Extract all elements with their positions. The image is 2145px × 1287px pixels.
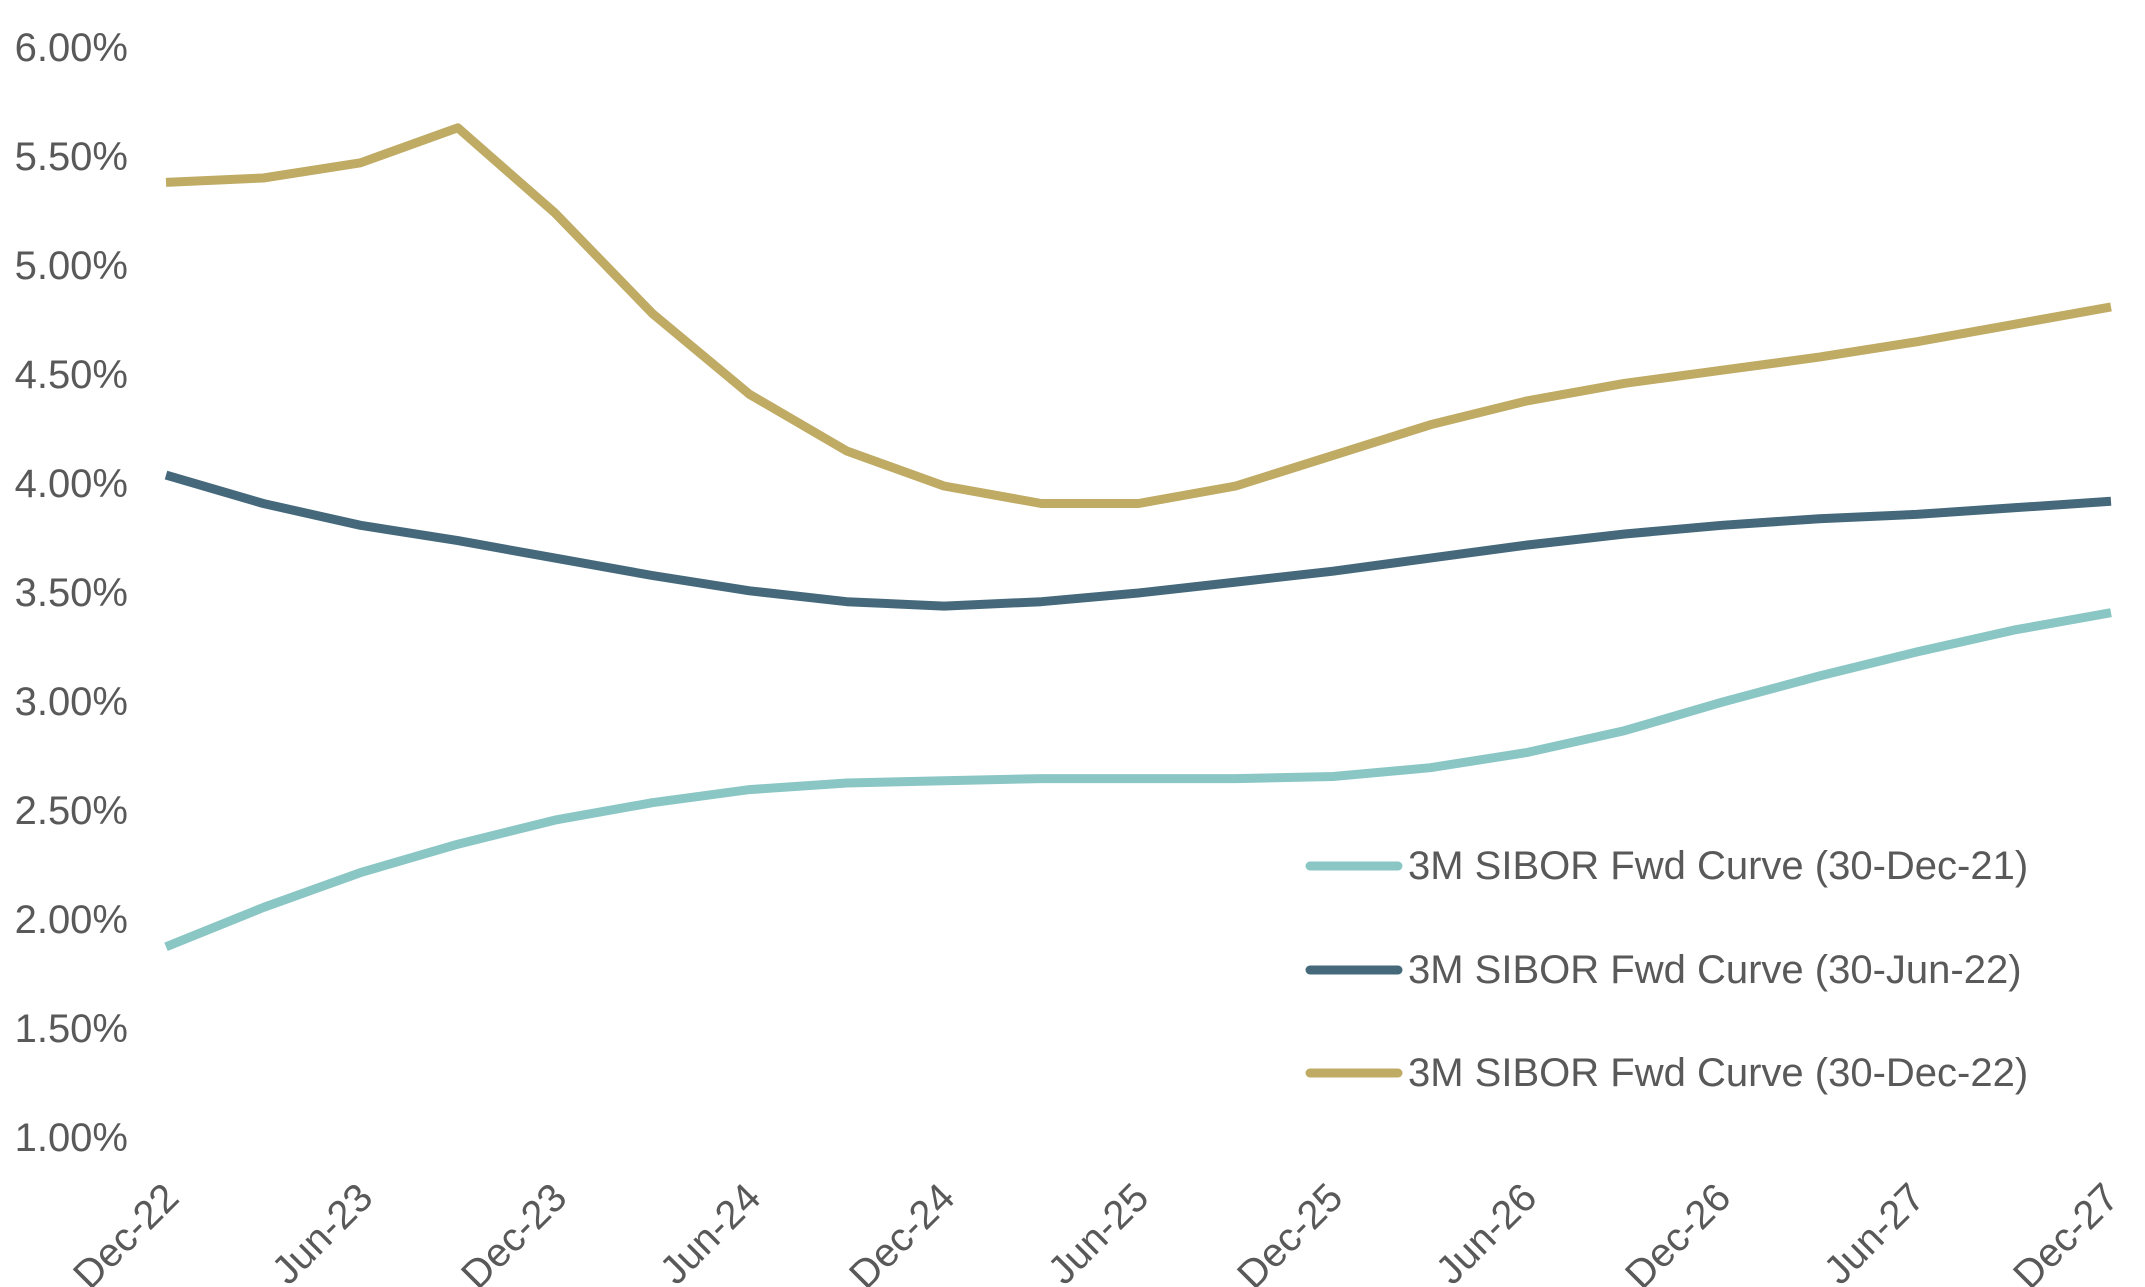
x-tick-label: Jun-23 [264, 1175, 382, 1287]
x-tick-label: Dec-22 [65, 1175, 187, 1287]
y-tick-label: 1.00% [15, 1116, 128, 1160]
y-tick-label: 5.50% [15, 135, 128, 179]
y-axis: 6.00% 5.50% 5.00% 4.50% 4.00% 3.50% 3.00… [15, 26, 128, 1160]
y-tick-label: 5.00% [15, 244, 128, 288]
y-tick-label: 4.00% [15, 462, 128, 506]
legend: 3M SIBOR Fwd Curve (30-Dec-21) 3M SIBOR … [1305, 844, 2028, 1095]
x-tick-label: Dec-26 [1617, 1175, 1739, 1287]
x-tick-label: Dec-25 [1229, 1175, 1351, 1287]
x-tick-label: Dec-23 [453, 1175, 575, 1287]
legend-label: 3M SIBOR Fwd Curve (30-Dec-22) [1408, 1051, 2028, 1095]
series-lines [164, 123, 2112, 951]
x-tick-label: Jun-27 [1816, 1175, 1934, 1287]
y-tick-label: 2.50% [15, 789, 128, 833]
y-tick-label: 3.50% [15, 571, 128, 615]
x-axis: Dec-22 Jun-23 Dec-23 Jun-24 Dec-24 Jun-2… [65, 1175, 2127, 1287]
y-tick-label: 3.00% [15, 680, 128, 724]
legend-label: 3M SIBOR Fwd Curve (30-Dec-21) [1408, 844, 2028, 888]
y-tick-label: 2.00% [15, 898, 128, 942]
y-tick-label: 6.00% [15, 26, 128, 70]
x-tick-label: Jun-25 [1040, 1175, 1158, 1287]
legend-label: 3M SIBOR Fwd Curve (30-Jun-22) [1408, 948, 2022, 992]
series-line-2 [165, 123, 2112, 508]
y-tick-label: 4.50% [15, 353, 128, 397]
x-tick-label: Dec-24 [841, 1175, 963, 1287]
x-tick-label: Dec-27 [2005, 1175, 2127, 1287]
x-tick-label: Jun-26 [1428, 1175, 1546, 1287]
legend-item: 3M SIBOR Fwd Curve (30-Jun-22) [1305, 948, 2022, 992]
legend-item: 3M SIBOR Fwd Curve (30-Dec-22) [1305, 1051, 2028, 1095]
x-tick-label: Jun-24 [652, 1175, 770, 1287]
series-line-0 [164, 608, 2112, 951]
legend-item: 3M SIBOR Fwd Curve (30-Dec-21) [1305, 844, 2028, 888]
y-tick-label: 1.50% [15, 1007, 128, 1051]
